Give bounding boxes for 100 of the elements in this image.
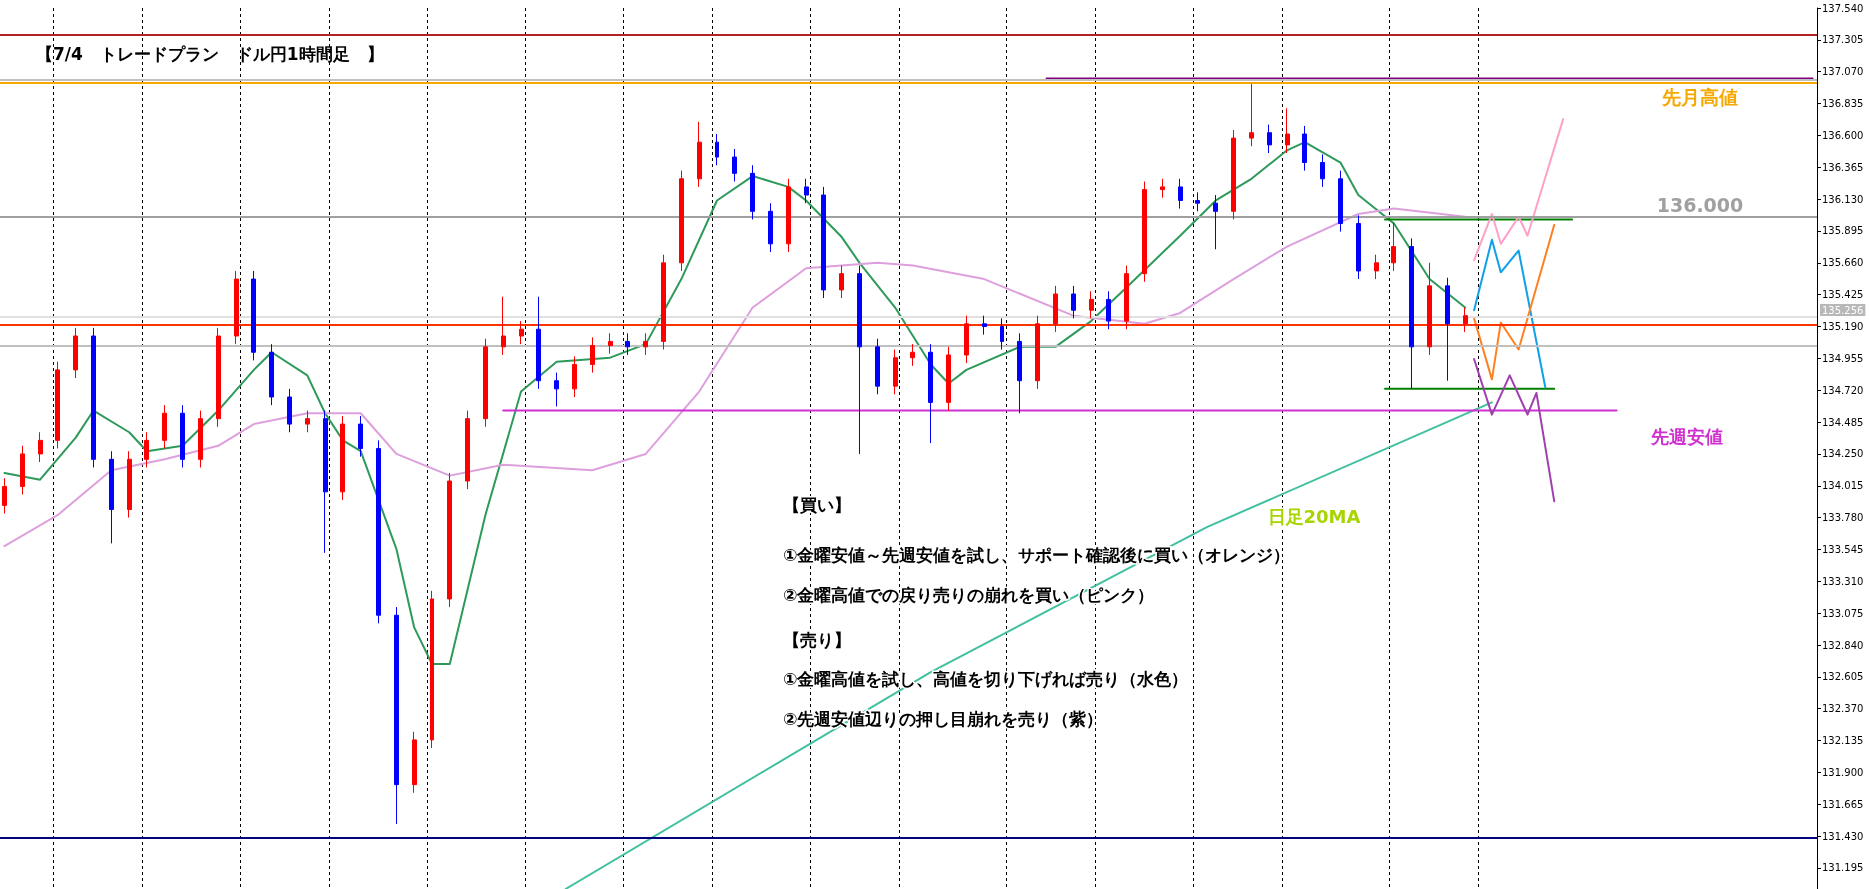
- candlestick: [1356, 214, 1361, 280]
- candlestick: [1391, 221, 1396, 272]
- candlestick: [465, 410, 470, 490]
- candlestick: [1285, 107, 1290, 154]
- candlestick: [144, 431, 149, 468]
- text: 【7/4 トレードプラン ドル円1時間足 】: [36, 44, 384, 64]
- candlestick: [732, 148, 737, 182]
- candlestick: [839, 265, 844, 299]
- y-tick-label: 133.075: [1822, 607, 1864, 619]
- candlestick: [394, 606, 399, 825]
- annotation: 日足20MA: [1267, 505, 1361, 527]
- candlestick: [768, 202, 773, 253]
- y-tick-label: 134.015: [1822, 480, 1864, 492]
- candlestick: [91, 327, 96, 468]
- candlestick: [269, 343, 274, 406]
- candlestick: [893, 349, 898, 395]
- y-tick-label: 137.070: [1822, 66, 1864, 78]
- line-series: [1473, 118, 1565, 262]
- candlestick: [946, 346, 951, 412]
- annotation: ②金曜高値での戻り売りの崩れを買い（ピンク）: [783, 585, 1155, 605]
- candlestick: [198, 410, 203, 468]
- candlestick: [1071, 285, 1076, 319]
- candlestick: [305, 410, 310, 433]
- candlestick: [162, 404, 167, 449]
- y-tick-label: 136.600: [1822, 129, 1864, 141]
- y-tick-label: 131.195: [1822, 862, 1864, 874]
- y-tick-label: 137.540: [1822, 2, 1864, 14]
- candlestick: [376, 439, 381, 624]
- candlestick: [2, 477, 7, 515]
- y-tick-label: 136.130: [1822, 193, 1864, 205]
- candlestick: [358, 415, 363, 458]
- candlestick: [519, 320, 524, 345]
- candlestick: [1124, 265, 1129, 330]
- ref-line-label: 136.000: [1656, 193, 1744, 216]
- candlestick: [1035, 315, 1040, 390]
- candlestick: [1178, 178, 1183, 210]
- candlestick: [1142, 180, 1147, 283]
- y-tick-label: 133.310: [1822, 575, 1864, 587]
- candlestick: [1338, 170, 1343, 233]
- y-tick-label: 132.135: [1822, 735, 1864, 747]
- candlestick: [127, 450, 132, 519]
- y-tick-label: 132.840: [1822, 639, 1864, 651]
- candlestick: [1463, 307, 1468, 333]
- y-tick-label: 137.305: [1822, 34, 1864, 46]
- candlestick: [38, 431, 43, 463]
- candlestick: [857, 265, 862, 455]
- candlestick: [786, 178, 791, 253]
- y-tick-label: 131.430: [1822, 830, 1864, 842]
- y-tick-label: 134.720: [1822, 384, 1864, 396]
- candlestick: [1374, 254, 1379, 280]
- line-series: [1473, 223, 1556, 381]
- candlestick: [216, 327, 221, 428]
- candlestick: [536, 296, 541, 390]
- candlestick: [1017, 332, 1022, 414]
- candlestick: [55, 361, 60, 449]
- annotation: 【買い】: [783, 495, 851, 515]
- ref-line-label: 先月高値: [1661, 85, 1738, 108]
- y-tick-label: 136.365: [1822, 161, 1864, 173]
- y-tick-label: 134.485: [1822, 416, 1864, 428]
- candlestick: [750, 164, 755, 220]
- y-tick-label: 131.665: [1822, 798, 1864, 810]
- candlestick: [643, 332, 648, 356]
- candlestick: [340, 415, 345, 501]
- y-tick-label: 134.250: [1822, 448, 1864, 460]
- candlestick: [1089, 290, 1094, 319]
- candlestick: [1267, 124, 1272, 154]
- line-series: [3, 141, 1467, 666]
- candlestick: [608, 332, 613, 355]
- candlestick: [447, 472, 452, 608]
- candlestick: [412, 731, 417, 794]
- candlestick: [572, 355, 577, 398]
- candlestick: [910, 343, 915, 367]
- y-tick-label: 133.545: [1822, 543, 1864, 555]
- candlestick: [1249, 83, 1254, 147]
- line-series: [1473, 358, 1556, 503]
- annotation: ①金曜高値を試し、高値を切り下げれば売り（水色）: [783, 669, 1189, 689]
- candlestick: [804, 178, 809, 204]
- candlestick: [1053, 285, 1058, 333]
- candlestick: [501, 296, 506, 356]
- text: 先週安値: [1649, 426, 1723, 448]
- candlestick: [73, 327, 78, 379]
- y-tick-label: 134.955: [1822, 352, 1864, 364]
- candlestick: [430, 590, 434, 749]
- line-series: [1473, 238, 1547, 389]
- y-tick-label: 132.605: [1822, 671, 1864, 683]
- candlestick: [180, 404, 185, 468]
- candlestick: [1302, 125, 1307, 172]
- candlestick: [1160, 178, 1165, 199]
- y-tick-label: 131.900: [1822, 766, 1864, 778]
- y-tick-label: 136.835: [1822, 98, 1864, 110]
- text: 135.256: [1822, 304, 1864, 316]
- candlestick: [1409, 237, 1414, 390]
- candlestick: [928, 343, 933, 444]
- candlestick: [1320, 153, 1325, 188]
- y-tick-label: 132.370: [1822, 703, 1864, 715]
- candlestick: [625, 332, 630, 356]
- candlestick: [590, 336, 595, 374]
- candlestick: [875, 338, 880, 395]
- candlestick: [1427, 262, 1432, 356]
- y-tick-label: 135.425: [1822, 289, 1864, 301]
